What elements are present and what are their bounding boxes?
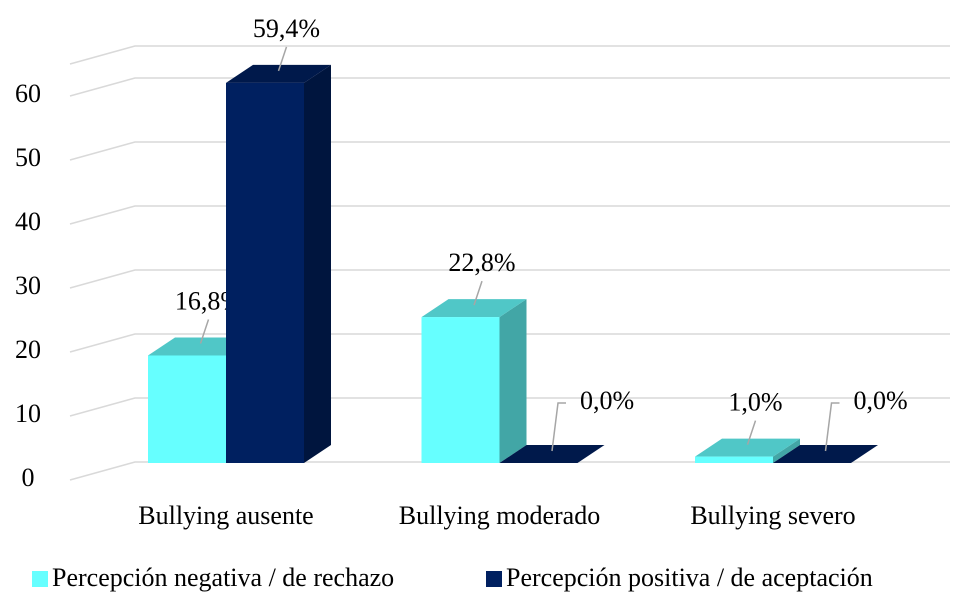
grid-line — [69, 77, 950, 97]
grid-line — [69, 205, 950, 225]
x-tick-label: Bullying severo — [690, 501, 855, 530]
bar-side — [773, 438, 800, 463]
grid-line — [69, 45, 950, 65]
grid-line — [69, 269, 950, 289]
y-tick-label: 60 — [15, 79, 41, 108]
leader-line — [277, 46, 288, 72]
data-label: 22,8% — [448, 248, 515, 277]
y-tick-label: 40 — [15, 207, 41, 236]
y-tick-label: 10 — [15, 399, 41, 428]
bar — [148, 355, 226, 463]
x-tick-label: Bullying moderado — [399, 501, 600, 530]
grid-line — [69, 461, 950, 481]
grid-line — [69, 333, 950, 353]
y-tick-label: 30 — [15, 271, 41, 300]
bar-side — [499, 299, 527, 463]
leader-line — [199, 319, 210, 344]
y-tick-label: 20 — [15, 335, 41, 364]
grid-line — [69, 397, 950, 417]
bar-side — [304, 64, 331, 463]
legend-label: Percepción negativa / de rechazo — [52, 563, 394, 592]
bar-top — [499, 445, 605, 463]
bar — [421, 317, 500, 463]
leader-line — [473, 280, 483, 306]
grid-line — [69, 141, 950, 161]
data-label: 1,0% — [728, 388, 782, 417]
bar-top — [695, 438, 800, 457]
leader-line — [824, 402, 840, 452]
y-tick-label: 50 — [15, 143, 41, 172]
data-label: 0,0% — [854, 386, 908, 415]
data-label: 59,4% — [253, 14, 320, 43]
data-label: 0,0% — [580, 386, 634, 415]
y-tick-label: 0 — [22, 463, 35, 492]
bar-top — [773, 445, 878, 463]
bar-top — [226, 64, 331, 83]
x-tick-label: Bullying ausente — [138, 501, 313, 530]
leader-line — [551, 402, 566, 452]
legend-swatch — [32, 571, 48, 587]
legend-swatch — [486, 571, 502, 587]
legend-label: Percepción positiva / de aceptación — [506, 563, 873, 592]
bar — [695, 456, 773, 463]
bar — [226, 82, 304, 463]
leader-line — [746, 420, 757, 445]
bar-top — [421, 299, 527, 318]
